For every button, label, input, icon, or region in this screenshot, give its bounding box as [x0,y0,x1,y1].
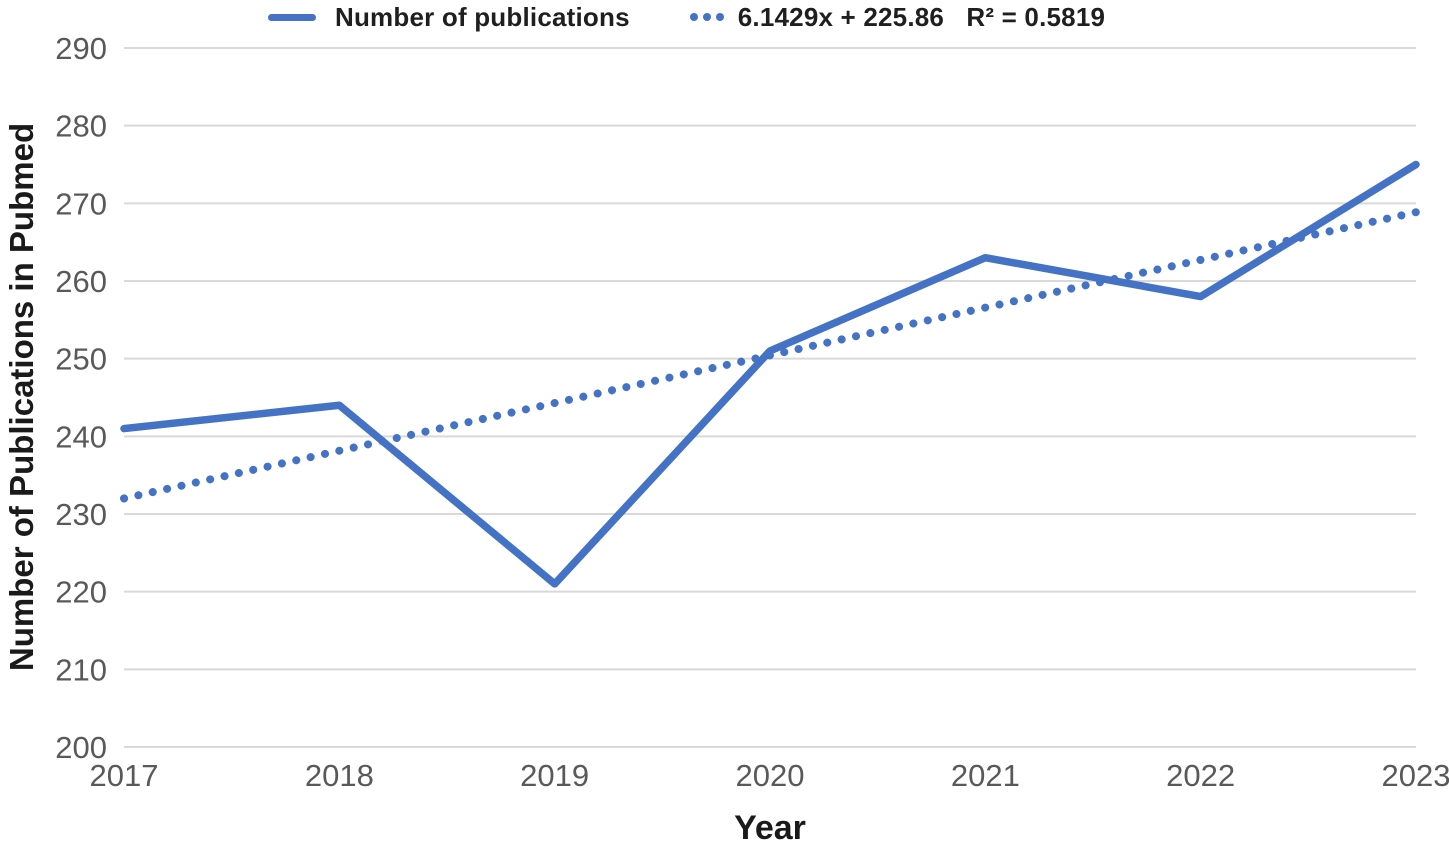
y-tick-label: 270 [55,186,107,221]
y-tick-label: 240 [55,419,107,454]
x-tick-label: 2023 [1382,758,1449,793]
x-tick-label: 2021 [951,758,1020,793]
y-tick-label: 230 [55,497,107,532]
y-tick-label: 280 [55,109,107,144]
dot-icon [715,13,724,21]
dotted-line-swatch [689,13,724,21]
y-tick-label: 260 [55,264,107,299]
x-tick-label: 2019 [520,758,589,793]
solid-line-swatch [268,13,316,21]
dot-icon [702,13,711,21]
y-axis-title: Number of Publications in Pubmed [3,122,40,672]
dot-icon [689,13,698,21]
y-tick-label: 250 [55,342,107,377]
legend-label-publications: Number of publications [335,1,630,32]
x-tick-label: 2017 [90,758,159,793]
legend-item-publications: Number of publications [268,2,630,33]
chart-legend: Number of publications 6.1429x + 225.86 … [268,1,1105,33]
y-tick-label: 290 [55,31,107,66]
y-tick-label: 200 [55,730,107,765]
legend-item-trendline: 6.1429x + 225.86 R² = 0.5819 [630,2,1105,33]
trend-line [120,208,1420,503]
x-axis-title: Year [734,809,806,847]
x-tick-label: 2020 [736,758,805,793]
x-tick-label: 2022 [1166,758,1235,793]
y-tick-label: 210 [55,652,107,687]
x-tick-label: 2018 [305,758,374,793]
y-tick-label: 220 [55,575,107,610]
publications-line [120,160,1420,588]
legend-label-trendline: 6.1429x + 225.86 R² = 0.5819 [737,1,1106,32]
